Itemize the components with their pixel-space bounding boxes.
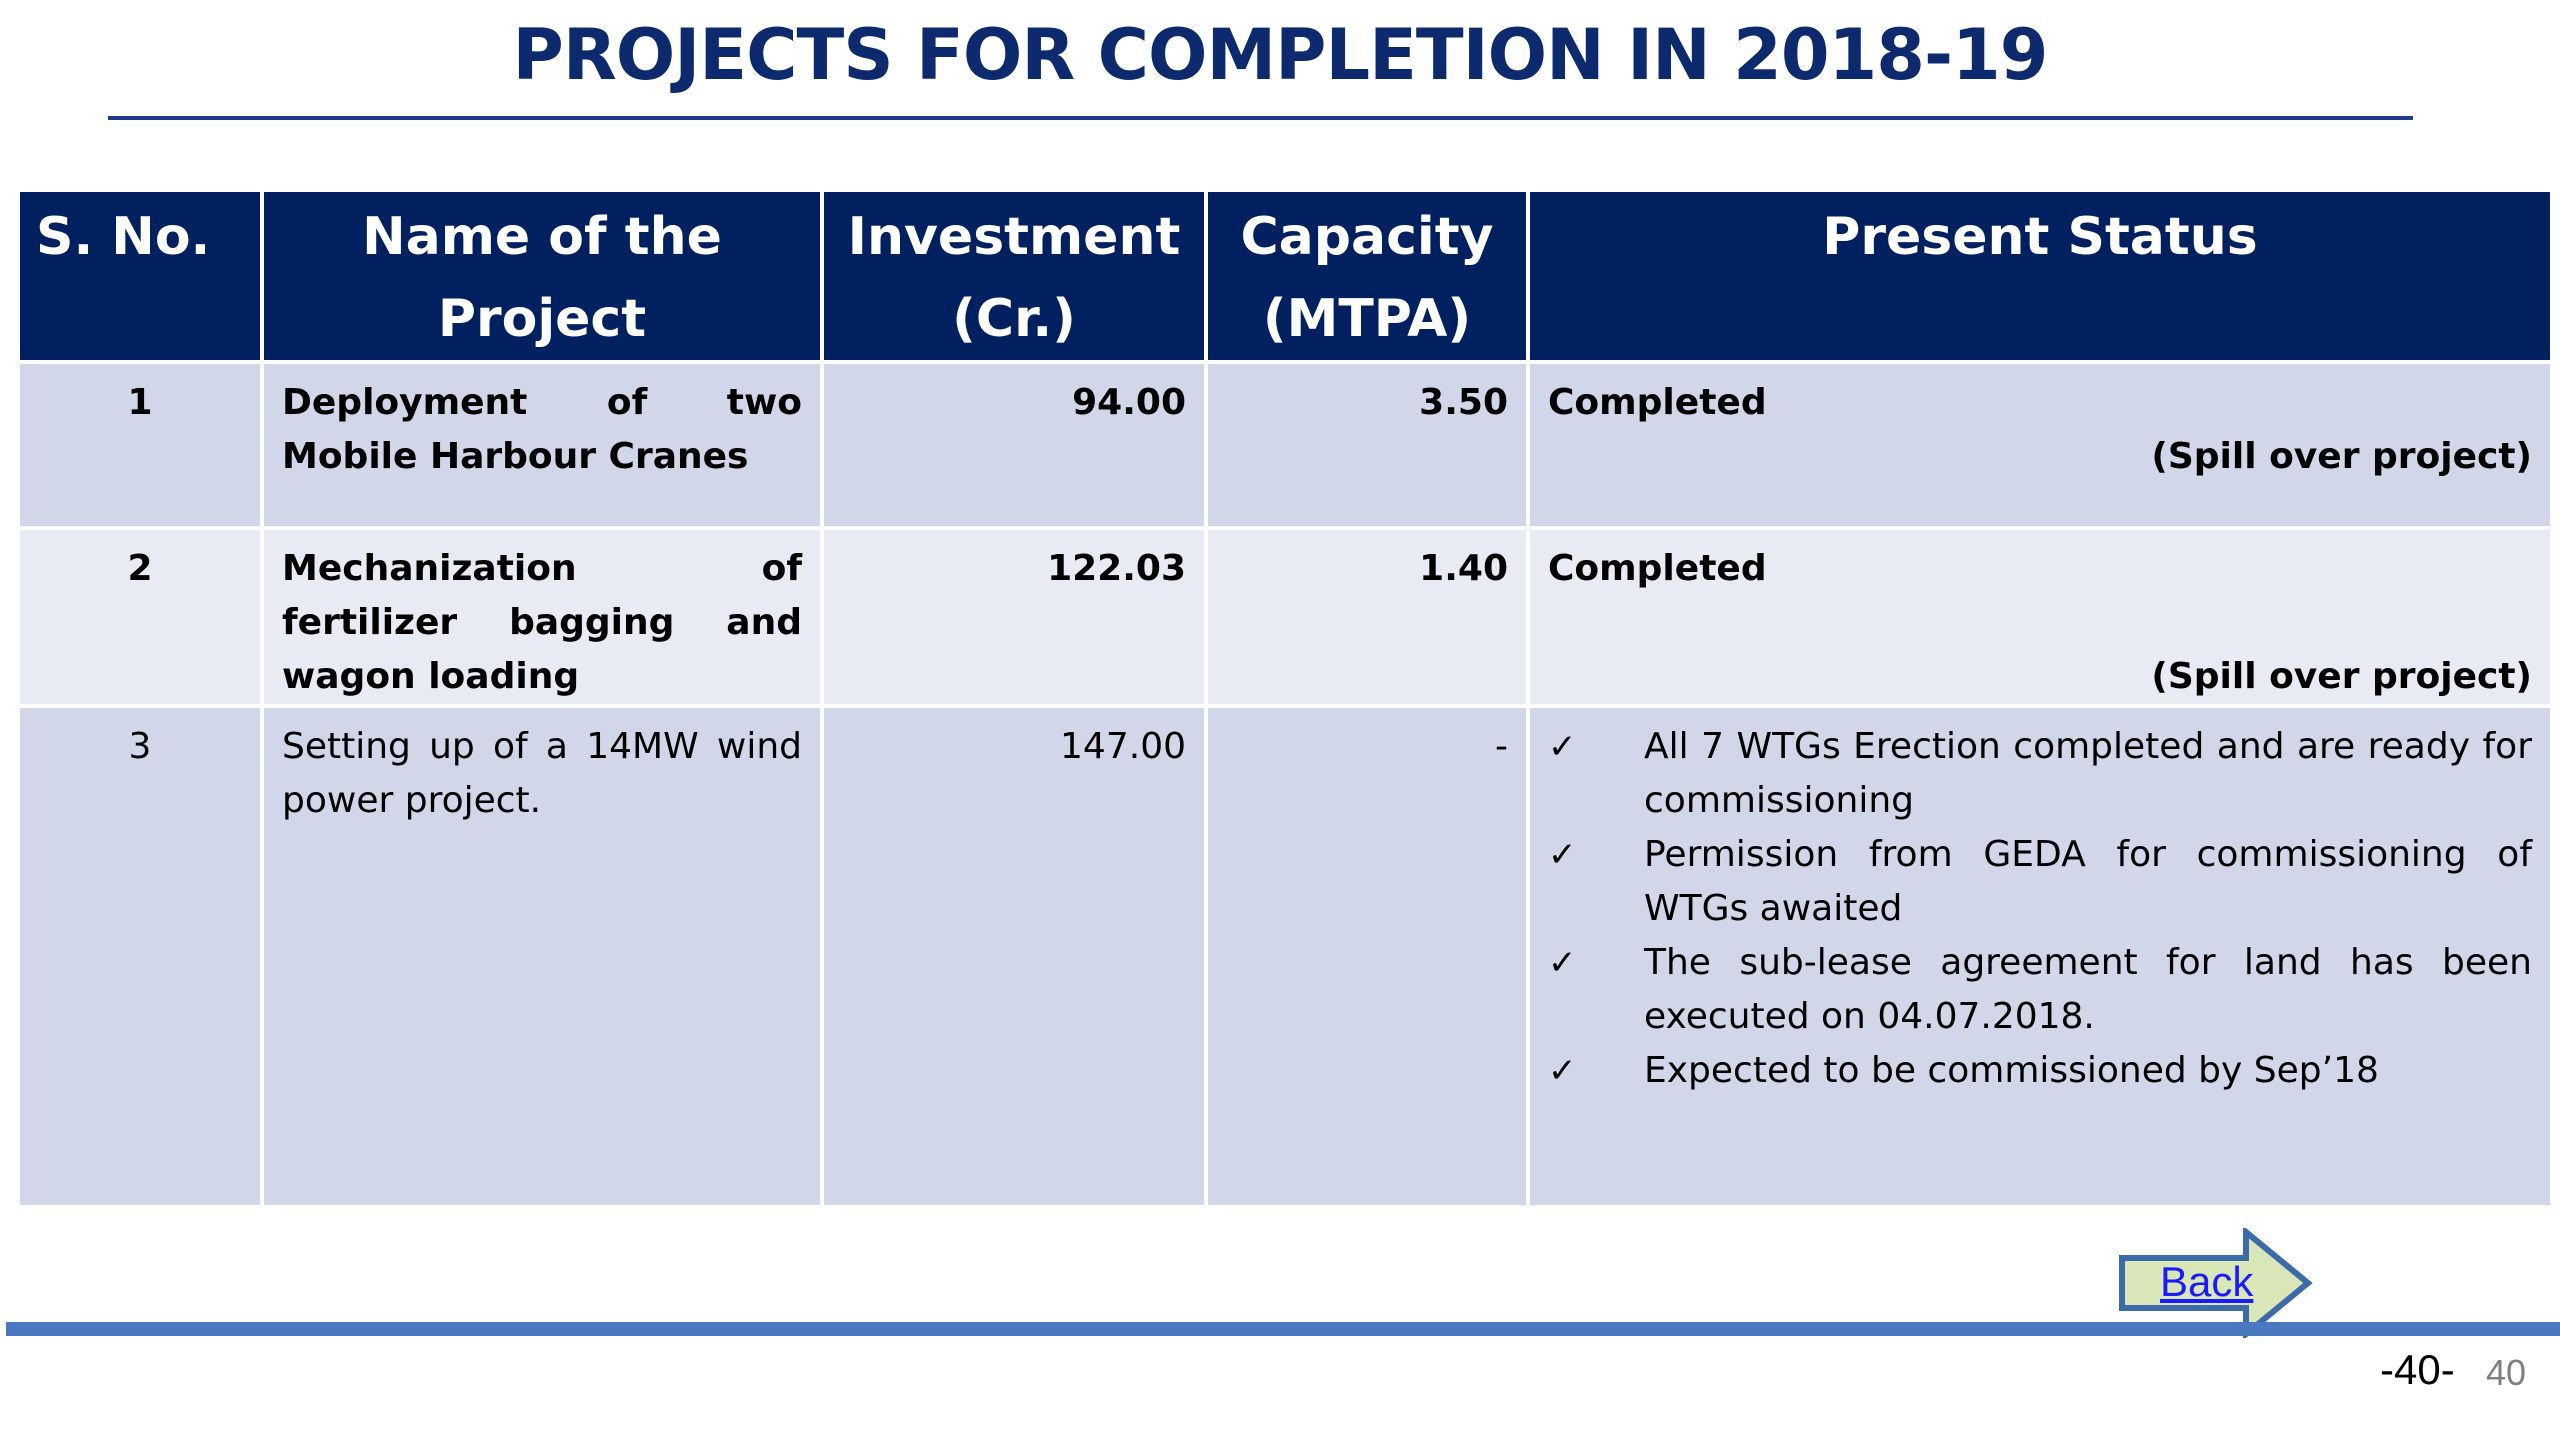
checkmark-icon: ✓ <box>1548 1051 1577 1091</box>
row-investment: 94.00 <box>820 360 1208 530</box>
header-present-status: Present Status <box>1526 188 2554 364</box>
status-point: ✓ Permission from GEDA for commissioning … <box>1548 828 2532 936</box>
status-point: ✓ All 7 WTGs Erection completed and are r… <box>1548 720 2532 828</box>
footer-rule <box>6 1322 2560 1336</box>
row-project-name: Deployment of two Mobile Harbour Cranes <box>260 360 824 530</box>
header-investment: Investment (Cr.) <box>820 188 1208 364</box>
row-investment: 147.00 <box>820 704 1208 1209</box>
status-note: (Spill over project) <box>2151 436 2532 477</box>
checkmark-icon: ✓ <box>1548 943 1577 983</box>
header-sno: S. No. <box>16 188 264 364</box>
back-link[interactable]: Back <box>2160 1258 2254 1305</box>
checkmark-icon: ✓ <box>1548 727 1577 767</box>
row-sno: 3 <box>16 704 264 1209</box>
row-sno: 1 <box>16 360 264 530</box>
back-button[interactable]: Back <box>2118 1225 2314 1341</box>
status-points-list: ✓ All 7 WTGs Erection completed and are r… <box>1548 720 2532 1098</box>
title-underline <box>108 116 2413 120</box>
status-note: (Spill over project) <box>2151 656 2532 697</box>
right-arrow-icon <box>2119 1225 2313 1341</box>
row-capacity: 3.50 <box>1204 360 1530 530</box>
slide-number: 40 <box>2486 1352 2527 1393</box>
projects-table: S. No. Name of the Project Investment (Cr… <box>16 188 2554 1209</box>
header-capacity: Capacity (MTPA) <box>1204 188 1530 364</box>
table-row: 2 Mechanization of fertilizer bagging an… <box>16 526 2554 708</box>
status-point: ✓ Expected to be commissioned by Sep’18 <box>1548 1044 2532 1098</box>
table-header-row: S. No. Name of the Project Investment (Cr… <box>16 188 2554 364</box>
row-status: Completed (Spill over project) <box>1526 360 2554 530</box>
status-point: ✓ The sub-lease agreement for land has be… <box>1548 936 2532 1044</box>
row-status: ✓ All 7 WTGs Erection completed and are r… <box>1526 704 2554 1209</box>
status-text: Completed <box>1548 382 1767 423</box>
row-capacity: - <box>1204 704 1530 1209</box>
row-project-name: Setting up of a 14MW wind power project. <box>260 704 824 1209</box>
table-row: 3 Setting up of a 14MW wind power projec… <box>16 704 2554 1209</box>
row-status: Completed (Spill over project) <box>1526 526 2554 708</box>
header-project-name: Name of the Project <box>260 188 824 364</box>
row-investment: 122.03 <box>820 526 1208 708</box>
row-capacity: 1.40 <box>1204 526 1530 708</box>
page-label: -40- <box>2380 1346 2455 1393</box>
row-sno: 2 <box>16 526 264 708</box>
checkmark-icon: ✓ <box>1548 835 1577 875</box>
slide-title: PROJECTS FOR COMPLETION IN 2018-19 <box>512 14 2049 96</box>
row-project-name: Mechanization of fertilizer bagging and … <box>260 526 824 708</box>
table-row: 1 Deployment of two Mobile Harbour Crane… <box>16 360 2554 530</box>
status-text: Completed <box>1548 548 1767 589</box>
